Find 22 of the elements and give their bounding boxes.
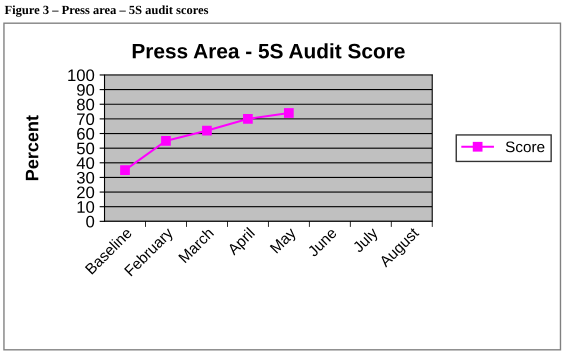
y-tick-label: 10 xyxy=(78,201,94,213)
point xyxy=(161,136,171,146)
y-tick-label: 90 xyxy=(77,84,94,96)
y-tick-label: 20 xyxy=(77,186,94,198)
y-tick-label: 70 xyxy=(77,113,94,126)
point xyxy=(202,126,212,136)
y-tick-label: 30 xyxy=(76,172,94,184)
legend-label: Score xyxy=(506,141,544,152)
point xyxy=(243,114,253,124)
y-tick-label: 0 xyxy=(86,216,94,228)
chart-title: Press Area - 5S Audit Score xyxy=(132,43,405,59)
point xyxy=(284,108,294,118)
y-tick-label: 40 xyxy=(76,157,94,169)
y-tick-label: 50 xyxy=(76,142,94,154)
y-tick-label: 100 xyxy=(68,69,94,82)
y-tick-label: 80 xyxy=(76,98,94,110)
point xyxy=(120,165,130,175)
x-tick-label: July xyxy=(352,226,381,256)
y-axis-title: Percent xyxy=(26,115,38,180)
caption: Figure 3 – Press area – 5S audit scores xyxy=(4,5,208,17)
y-tick-label: 60 xyxy=(77,128,94,140)
x-tick-label: May xyxy=(270,226,299,256)
